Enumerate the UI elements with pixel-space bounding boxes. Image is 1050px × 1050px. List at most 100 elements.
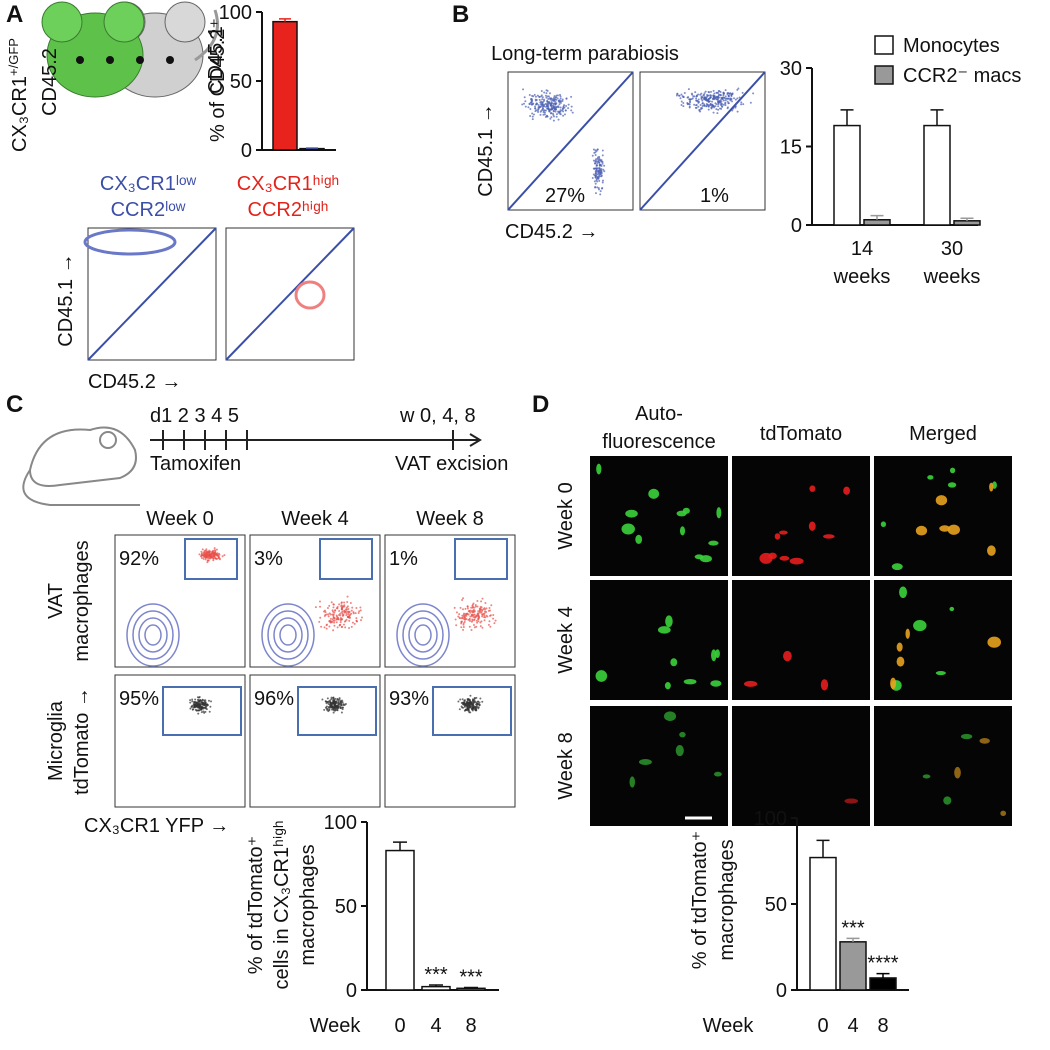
dot <box>461 706 464 709</box>
error-bar <box>464 986 478 989</box>
cell <box>783 650 792 662</box>
flow-box <box>114 674 246 808</box>
dot <box>465 617 468 620</box>
dot <box>200 550 203 553</box>
dot <box>477 615 480 618</box>
y-tick-label: 100 <box>754 808 787 830</box>
dot <box>697 98 700 101</box>
dot <box>593 180 596 183</box>
timeline <box>150 430 482 450</box>
dot <box>595 160 598 163</box>
x-axis-label: Week <box>703 1015 755 1037</box>
percent: 93% <box>389 688 429 710</box>
dot <box>552 119 555 122</box>
dot <box>191 698 194 701</box>
dot <box>480 620 483 623</box>
dot <box>191 700 194 703</box>
dot <box>344 619 347 622</box>
dot <box>463 620 466 623</box>
cell <box>711 649 717 662</box>
dot <box>324 700 327 703</box>
dot <box>543 91 546 94</box>
dot <box>686 96 689 99</box>
dot <box>488 620 491 623</box>
dot <box>544 109 547 112</box>
dot <box>556 94 559 97</box>
dot <box>215 554 218 557</box>
dot <box>704 90 707 93</box>
dot <box>485 607 488 610</box>
cell <box>1000 810 1007 816</box>
dot <box>339 707 342 710</box>
contour <box>126 603 180 667</box>
dot <box>712 94 715 97</box>
cell <box>954 766 961 779</box>
contour <box>273 617 303 653</box>
dot <box>599 163 602 166</box>
x-tick-label: 8 <box>877 1015 888 1037</box>
dot <box>737 87 740 90</box>
dot <box>547 108 550 111</box>
dot <box>481 609 484 612</box>
x-tick-label: 8 <box>465 1015 476 1037</box>
dot <box>346 595 349 598</box>
dot <box>713 97 716 100</box>
significance: *** <box>459 966 483 988</box>
dot <box>724 89 727 92</box>
dot <box>706 95 709 98</box>
cell <box>987 545 996 556</box>
dot <box>731 100 734 103</box>
dot <box>328 625 331 628</box>
dot <box>341 610 344 613</box>
dot <box>601 160 604 163</box>
dot <box>726 97 729 100</box>
dot <box>330 704 333 707</box>
significance: *** <box>424 964 448 986</box>
dot <box>553 102 556 105</box>
dot <box>334 706 337 709</box>
dot <box>343 609 346 612</box>
cell <box>943 796 952 805</box>
dot <box>555 94 558 97</box>
dot <box>332 711 335 714</box>
dot <box>521 103 524 106</box>
dot <box>201 548 204 551</box>
dot <box>345 612 348 615</box>
dot <box>328 604 331 607</box>
bar <box>421 985 451 991</box>
dot <box>675 94 678 97</box>
dot <box>591 154 594 157</box>
dot <box>321 698 324 701</box>
dot <box>344 626 347 629</box>
dot <box>697 101 700 104</box>
micrograph <box>590 706 728 826</box>
dot <box>475 701 478 704</box>
dot <box>475 619 478 622</box>
dot <box>319 616 322 619</box>
dot <box>333 619 336 622</box>
dot <box>722 103 725 106</box>
dot <box>488 606 491 609</box>
dot <box>334 709 337 712</box>
flow-plot <box>83 227 355 361</box>
y-axis-label: cells in CX₃CR1ʰⁱᵍʰ <box>271 820 293 989</box>
dot <box>531 115 534 118</box>
cell <box>891 563 903 571</box>
dot <box>559 106 562 109</box>
contour <box>402 610 444 660</box>
x-axis-label: CD45.2 → <box>505 221 598 243</box>
dot <box>706 103 709 106</box>
dot <box>595 170 598 173</box>
dot <box>328 612 331 615</box>
dot <box>466 607 469 610</box>
cell <box>922 774 931 779</box>
dot <box>192 700 195 703</box>
dot <box>464 614 467 617</box>
dot <box>599 193 602 196</box>
dot <box>549 112 552 115</box>
y-axis-label: % of CD45.2⁺ <box>207 18 229 142</box>
dot <box>198 695 201 698</box>
dot <box>531 118 534 121</box>
dot <box>543 99 546 102</box>
dot <box>214 550 217 553</box>
